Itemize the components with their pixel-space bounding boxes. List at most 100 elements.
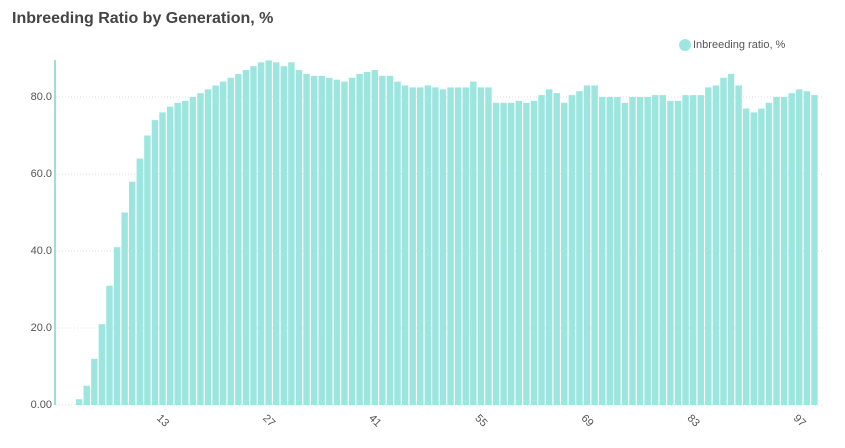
- bar: [273, 62, 280, 405]
- bar: [401, 85, 409, 405]
- x-tick-label: 27: [260, 412, 277, 429]
- bar: [750, 112, 758, 406]
- bar: [530, 100, 538, 405]
- bar: [811, 95, 818, 405]
- bar: [227, 77, 234, 405]
- x-tick-label: 13: [154, 412, 171, 429]
- bar: [583, 85, 591, 405]
- y-tick-label: 80.0: [31, 91, 52, 103]
- bar: [204, 89, 212, 406]
- bar: [667, 100, 674, 405]
- bar: [652, 95, 659, 405]
- bar: [128, 181, 136, 405]
- bar: [682, 95, 689, 405]
- bar: [371, 70, 379, 406]
- bar: [151, 120, 159, 405]
- bar: [386, 75, 394, 405]
- bar: [644, 97, 651, 405]
- bar: [212, 85, 219, 405]
- bar: [250, 66, 257, 405]
- bar: [136, 158, 144, 405]
- bar: [144, 135, 151, 405]
- bar: [424, 85, 432, 405]
- bar: [636, 97, 644, 405]
- chart-title: Inbreeding Ratio by Generation, %: [12, 10, 273, 27]
- bar: [348, 77, 356, 405]
- bar: [500, 102, 507, 406]
- bar: [568, 95, 576, 405]
- x-tick-label: 97: [791, 412, 808, 429]
- bar: [614, 97, 621, 405]
- bar: [697, 95, 704, 405]
- bar: [379, 75, 386, 405]
- bar: [409, 87, 416, 405]
- bar: [106, 285, 113, 405]
- bar: [174, 102, 181, 406]
- bar: [166, 106, 174, 405]
- bar: [727, 73, 735, 406]
- bar: [735, 85, 742, 405]
- bar: [606, 97, 613, 405]
- bar: [689, 95, 697, 405]
- bar: [341, 81, 348, 405]
- bar: [454, 87, 462, 405]
- bar: [417, 87, 424, 405]
- bar: [447, 87, 454, 405]
- bar: [553, 93, 560, 406]
- y-tick-label: 0.00: [31, 399, 52, 411]
- bar: [780, 97, 788, 405]
- bar: [75, 399, 83, 405]
- y-tick-label: 40.0: [31, 245, 52, 257]
- bar: [720, 77, 727, 405]
- legend-label: Inbreeding ratio, %: [693, 39, 786, 51]
- bar: [235, 73, 242, 406]
- bar: [189, 97, 197, 405]
- bar: [91, 358, 98, 405]
- bar: [394, 81, 401, 405]
- bar: [758, 108, 765, 406]
- y-tick-label: 60.0: [31, 168, 52, 180]
- bar: [712, 85, 720, 405]
- bar: [295, 70, 303, 406]
- x-tick-label: 83: [685, 412, 702, 429]
- bar: [280, 66, 288, 405]
- bar: [288, 62, 295, 405]
- bar: [545, 89, 553, 406]
- bar: [303, 73, 310, 406]
- bar: [621, 102, 629, 406]
- bar: [591, 85, 598, 405]
- bar: [318, 75, 325, 405]
- bar: [492, 102, 500, 406]
- bar: [310, 75, 318, 405]
- bar: [773, 97, 780, 405]
- bar: [598, 97, 606, 405]
- bar: [462, 87, 469, 405]
- bar: [561, 102, 568, 406]
- bar: [265, 60, 272, 406]
- bar: [507, 102, 515, 406]
- bar: [765, 102, 773, 406]
- bar: [219, 81, 227, 405]
- bar: [803, 91, 811, 405]
- bar: [113, 247, 121, 405]
- bar: [333, 79, 341, 406]
- bar: [439, 89, 447, 406]
- x-tick-label: 55: [472, 412, 489, 429]
- bar: [356, 73, 363, 406]
- x-tick-label: 41: [366, 412, 383, 429]
- bar: [182, 100, 189, 405]
- y-tick-label: 20.0: [31, 322, 52, 334]
- bar: [159, 112, 166, 406]
- bar: [796, 89, 803, 406]
- bar: [477, 87, 485, 405]
- x-tick-label: 69: [579, 412, 596, 429]
- bar: [485, 87, 492, 405]
- bar: [705, 87, 712, 405]
- bar: [523, 102, 530, 406]
- bar: [659, 95, 667, 405]
- bar: [197, 93, 204, 406]
- bar: [257, 62, 265, 405]
- bar: [515, 100, 523, 405]
- bar: [363, 71, 371, 405]
